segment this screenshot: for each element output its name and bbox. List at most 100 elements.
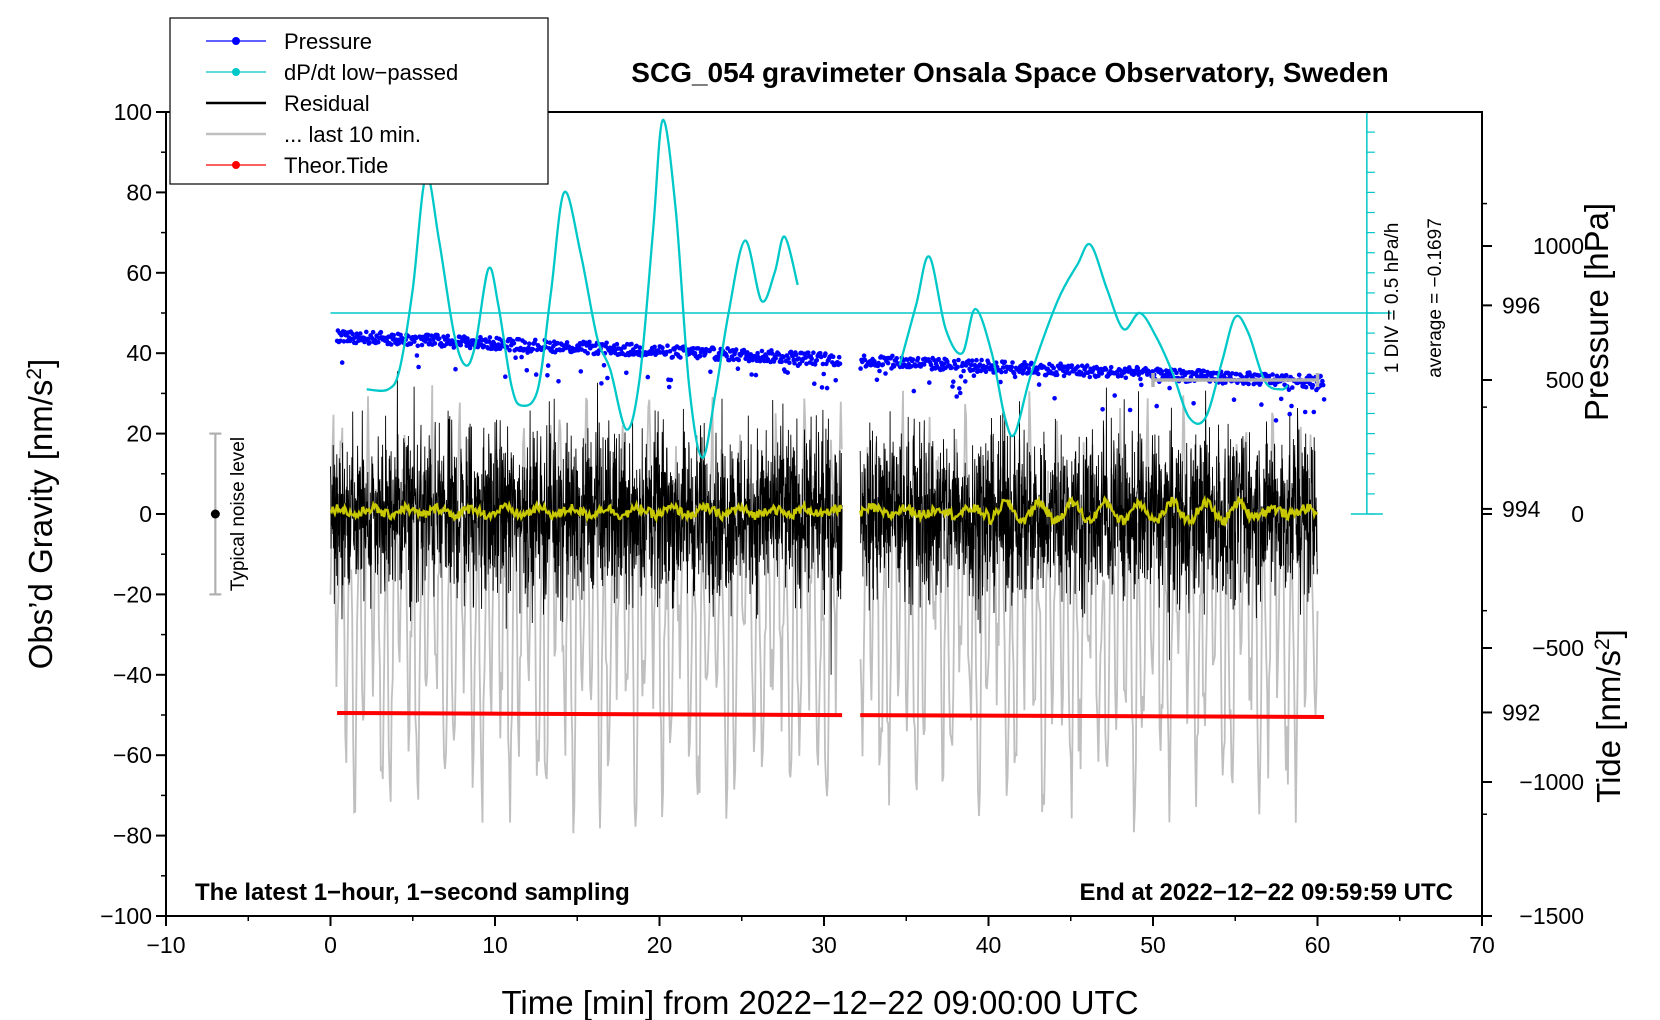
tide-tick-label: 1000 <box>1533 233 1584 259</box>
pressure-point <box>1099 371 1105 376</box>
pressure-point <box>622 345 627 350</box>
pressure-point <box>601 363 607 368</box>
y-tick-label: 60 <box>126 260 152 286</box>
pressure-point <box>1296 372 1302 378</box>
pressure-point <box>1273 418 1279 423</box>
legend-marker <box>232 68 240 76</box>
pressure-point <box>998 379 1003 385</box>
pressure-point <box>927 380 932 385</box>
pressure-point <box>932 358 937 363</box>
pressure-point <box>367 340 373 345</box>
pressure-point <box>576 347 581 353</box>
pressure-point <box>969 362 974 368</box>
pressure-point <box>1290 385 1295 390</box>
pressure-point <box>522 340 528 345</box>
legend-box <box>169 17 549 185</box>
pressure-point <box>1024 362 1029 368</box>
pressure-point <box>1246 381 1251 387</box>
pressure-point <box>874 377 880 383</box>
pressure-tick-label: 994 <box>1502 496 1541 522</box>
theor-tide-series <box>337 710 1325 720</box>
annotation-end-time: End at 2022−12−22 09:59:59 UTC <box>1079 879 1453 906</box>
pressure-point <box>1231 397 1237 403</box>
pressure-point <box>989 363 995 368</box>
pressure-point <box>1052 396 1057 401</box>
pressure-point <box>812 362 818 367</box>
pressure-point <box>364 329 369 335</box>
pressure-point <box>547 340 553 346</box>
pressure-point <box>1054 372 1060 378</box>
pressure-point <box>824 385 830 391</box>
pressure-point <box>414 353 420 358</box>
pressure-point <box>436 336 442 341</box>
pressure-point <box>983 369 989 375</box>
pressure-point <box>645 374 651 380</box>
pressure-point <box>936 356 941 362</box>
dpdt-line-1 <box>366 118 799 459</box>
pressure-point <box>391 333 397 338</box>
pressure-point <box>629 341 634 347</box>
pressure-point <box>511 341 517 346</box>
legend-marker <box>232 161 240 169</box>
pressure-point <box>691 346 696 351</box>
pressure-point <box>1289 403 1294 409</box>
pressure-point <box>779 359 784 365</box>
pressure-point <box>1310 382 1316 388</box>
pressure-point <box>1003 369 1008 375</box>
pressure-point <box>1123 375 1129 381</box>
pressure-point <box>412 339 417 344</box>
y-tick-label: 80 <box>126 179 152 205</box>
pressure-point <box>894 356 899 361</box>
pressure-point <box>1139 382 1144 388</box>
pressure-point <box>408 341 414 346</box>
pressure-point <box>1320 382 1326 388</box>
x-tick-label: 70 <box>1469 932 1495 958</box>
pressure-point <box>773 356 778 361</box>
tide-range-bar <box>1151 373 1320 387</box>
scale-label-average: average = −0.1697 <box>1425 218 1446 378</box>
pressure-point <box>957 386 962 391</box>
x-tick-label: −10 <box>146 932 185 958</box>
pressure-point <box>1029 360 1034 366</box>
pressure-point <box>666 384 672 390</box>
pressure-point <box>1051 365 1056 371</box>
pressure-point <box>748 352 754 357</box>
pressure-point <box>587 339 592 345</box>
pressure-point <box>670 354 675 360</box>
pressure-point <box>599 381 604 386</box>
chart-title: SCG_054 gravimeter Onsala Space Observat… <box>631 57 1388 88</box>
noise-level-indicator <box>209 432 222 596</box>
pressure-point <box>725 346 730 351</box>
pressure-point <box>820 361 826 367</box>
pressure-point <box>1318 373 1323 379</box>
pressure-point <box>759 348 765 354</box>
pressure-point <box>1002 359 1008 365</box>
pressure-point <box>668 377 674 383</box>
pressure-point <box>376 339 381 345</box>
pressure-point <box>883 371 888 376</box>
noise-center-dot <box>210 509 220 519</box>
pressure-point <box>697 354 703 359</box>
pressure-point <box>445 333 451 339</box>
pressure-point <box>1075 364 1081 369</box>
pressure-point <box>793 352 799 358</box>
pressure-point <box>419 342 425 348</box>
pressure-point <box>711 346 717 352</box>
y-axis-left-title-main: Obs’d Gravity [nm/s <box>22 380 59 670</box>
y-tick-label: −40 <box>113 662 152 688</box>
pressure-point <box>530 347 536 352</box>
pressure-point <box>1009 364 1014 370</box>
legend-label: dP/dt low−passed <box>284 60 458 85</box>
pressure-point <box>958 374 964 379</box>
x-axis-title: Time [min] from 2022−12−22 09:00:00 UTC <box>501 984 1138 1020</box>
pressure-point <box>910 357 916 362</box>
pressure-point <box>605 375 610 381</box>
pressure-point <box>1201 368 1207 374</box>
pressure-point <box>1321 397 1327 402</box>
dpdt-scale-bar <box>1350 111 1383 515</box>
x-tick-label: 60 <box>1305 932 1331 958</box>
y-axis-tide-title-sup: 2 <box>1591 638 1614 650</box>
pressure-point <box>350 331 355 337</box>
pressure-point <box>527 341 532 347</box>
y-axis-left-title-end: ] <box>22 359 59 368</box>
